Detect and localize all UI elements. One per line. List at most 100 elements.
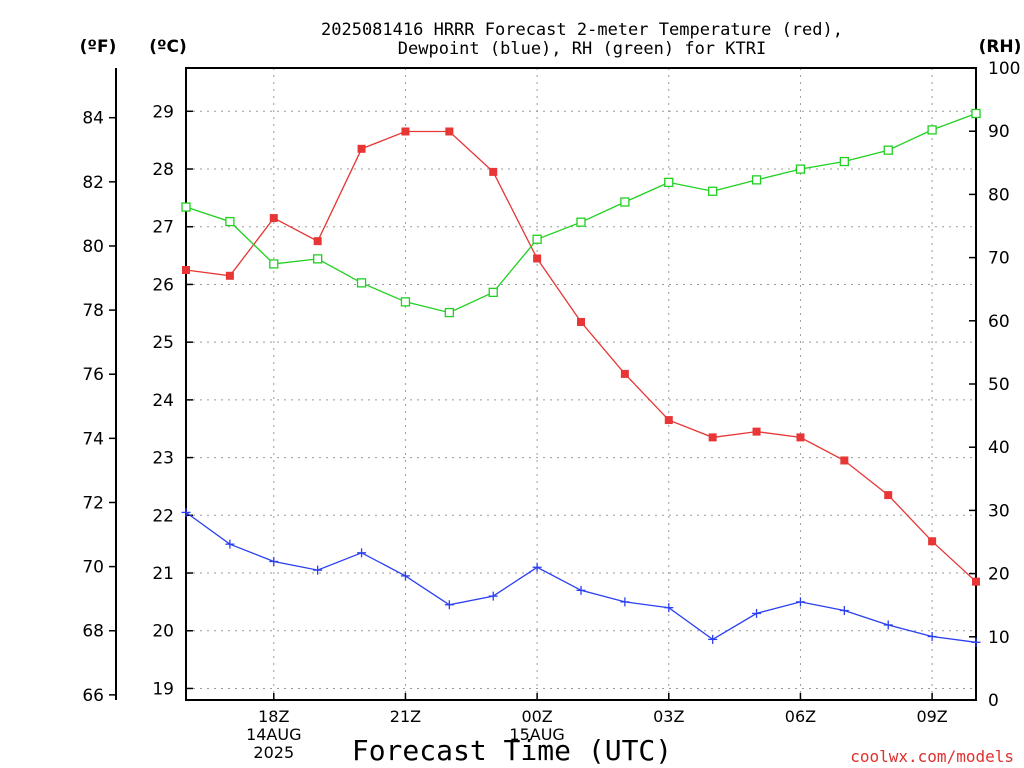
rh-tick-label: 0: [988, 691, 999, 711]
rh-point: [269, 259, 279, 269]
dewpoint-point: [444, 600, 454, 610]
x-tick-label: 18Z: [258, 707, 289, 726]
celsius-tick-label: 23: [152, 449, 174, 469]
dewpoint-point: [795, 597, 805, 607]
rh-point: [356, 278, 367, 288]
dewpoint-point: [269, 556, 279, 566]
celsius-tick-label: 27: [152, 218, 174, 238]
rh-point: [444, 307, 454, 318]
x-tick-label: 03Z: [653, 707, 684, 726]
dewpoint-point: [313, 565, 323, 575]
tick-labels: 19 20 21 22 23 24 25 26 27 28 29 66 68 70 72 74 76 78 80 82…: [82, 59, 1020, 762]
celsius-unit-label: (ºC): [149, 37, 187, 57]
celsius-tick-label: 22: [152, 506, 174, 526]
rh-unit-label: (RH): [979, 37, 1022, 57]
fahrenheit-tick-label: 66: [82, 686, 104, 706]
x-tick-label: 15AUG: [509, 725, 564, 744]
rh-point: [708, 186, 718, 196]
grid-lines: [186, 68, 976, 700]
celsius-tick-label: 19: [152, 679, 174, 699]
celsius-tick-label: 25: [152, 333, 174, 353]
fahrenheit-tick-label: 70: [82, 558, 104, 578]
temperature-point: [313, 237, 322, 246]
celsius-tick-label: 21: [152, 564, 174, 584]
fahrenheit-tick-label: 72: [82, 493, 104, 513]
temperature-point: [269, 214, 278, 223]
dewpoint-point: [225, 539, 235, 549]
rh-point: [883, 145, 893, 155]
fahrenheit-unit-label: (ºF): [80, 37, 117, 57]
rh-tick-label: 80: [988, 185, 1010, 205]
temperature-point: [708, 433, 717, 442]
x-tick-label: 14AUG: [246, 725, 301, 744]
temperature-point: [577, 317, 585, 326]
temperature-point: [796, 433, 805, 442]
temperature-point: [401, 127, 410, 136]
dewpoint-point: [664, 603, 674, 613]
dewpoint-point: [532, 562, 542, 572]
chart-subtitle: Dewpoint (blue), RH (green) for KTRI: [398, 39, 766, 59]
temperature-line: [185, 130, 977, 583]
dewpoint-point: [620, 597, 630, 607]
rh-tick-label: 30: [988, 501, 1010, 521]
rh-point: [181, 202, 191, 212]
rh-tick-label: 10: [988, 628, 1010, 648]
rh-point: [620, 197, 630, 207]
dewpoint-line: [185, 511, 977, 643]
fahrenheit-tick-label: 74: [82, 429, 104, 449]
temperature-point: [357, 144, 366, 153]
temperature-point: [620, 369, 629, 378]
fahrenheit-tick-label: 68: [82, 622, 104, 642]
temperature-point: [533, 254, 542, 263]
celsius-tick-label: 24: [152, 391, 174, 411]
x-tick-label: 09Z: [916, 707, 947, 726]
dewpoint-point: [752, 608, 762, 618]
dewpoint-point: [488, 591, 498, 601]
celsius-tick-label: 29: [152, 102, 174, 122]
dewpoint-point: [971, 637, 981, 647]
temperature-point: [972, 577, 980, 586]
dewpoint-point: [839, 606, 849, 616]
celsius-tick-label: 20: [152, 622, 174, 642]
temperature-point: [182, 266, 190, 275]
chart-title: 2025081416 HRRR Forecast 2-meter Tempera…: [321, 20, 843, 40]
rh-point: [839, 156, 849, 167]
dewpoint-point: [576, 585, 586, 595]
rh-point: [664, 177, 674, 188]
dewpoint-point: [357, 548, 367, 558]
rh-tick-label: 60: [988, 312, 1010, 332]
dewpoint-point: [927, 632, 937, 642]
celsius-tick-label: 26: [152, 275, 174, 295]
x-tick-label: 06Z: [785, 707, 816, 726]
rh-point: [488, 287, 498, 298]
fahrenheit-tick-label: 84: [82, 109, 104, 129]
temperature-point: [489, 167, 498, 176]
dewpoint-point: [181, 507, 191, 517]
rh-point: [225, 216, 235, 227]
fahrenheit-tick-label: 78: [82, 301, 104, 321]
rh-point: [576, 217, 586, 227]
rh-point: [927, 125, 937, 135]
dewpoint-point: [400, 571, 410, 581]
rh-point: [795, 164, 806, 174]
rh-tick-label: 100: [988, 59, 1020, 79]
rh-tick-label: 50: [988, 375, 1010, 395]
rh-point: [971, 108, 981, 119]
temperature-point: [928, 537, 937, 546]
celsius-tick-label: 28: [152, 160, 174, 180]
x-tick-label: 2025: [253, 743, 294, 762]
fahrenheit-tick-label: 76: [82, 365, 104, 385]
temperature-point: [225, 271, 234, 280]
rh-point: [751, 175, 762, 185]
x-tick-label: 00Z: [521, 707, 552, 726]
temperature-point: [752, 427, 761, 436]
credit-text: coolwx.com/models: [850, 747, 1014, 766]
rh-point: [313, 254, 323, 264]
x-tick-label: 21Z: [390, 707, 421, 726]
temperature-point: [884, 491, 893, 500]
temperature-point: [445, 127, 454, 136]
fahrenheit-tick-label: 82: [82, 173, 104, 193]
rh-tick-label: 70: [988, 249, 1010, 269]
